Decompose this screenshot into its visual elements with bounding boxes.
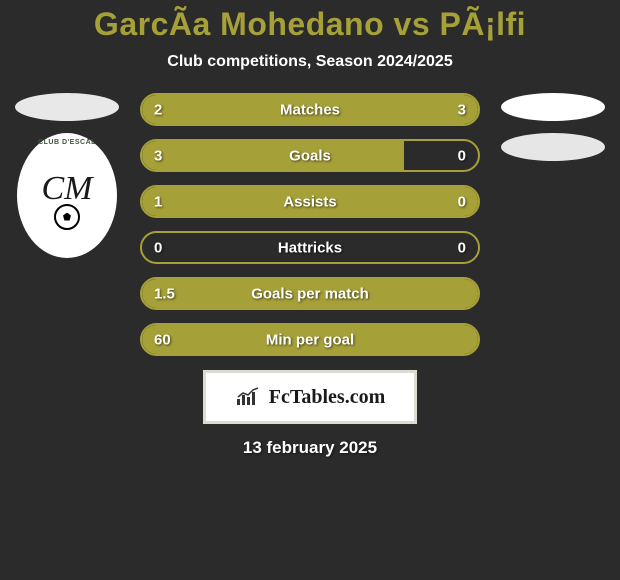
stat-bar: 0 Hattricks 0	[140, 231, 480, 264]
footer-date: 13 february 2025	[0, 438, 620, 458]
stat-value-right: 0	[458, 239, 466, 256]
main-row: CLUB D'ESCAL CM 2 Matches 3 3 Goals 0 1 Assists…	[0, 93, 620, 356]
stat-bar: 1 Assists 0	[140, 185, 480, 218]
stat-value-right: 0	[458, 193, 466, 210]
source-badge: FcTables.com	[203, 370, 417, 424]
player-photo-placeholder-left	[15, 93, 119, 121]
stat-label: Min per goal	[266, 331, 354, 348]
infographic: GarcÃ­a Mohedano vs PÃ¡lfi Club competit…	[0, 0, 620, 458]
soccer-ball-icon	[54, 204, 80, 230]
stat-value-left: 3	[154, 147, 162, 164]
page-subtitle: Club competitions, Season 2024/2025	[0, 53, 620, 71]
club-badge-arc-text: CLUB D'ESCAL	[38, 139, 96, 146]
club-badge-placeholder-right	[501, 133, 605, 161]
stat-value-right: 0	[458, 147, 466, 164]
stat-value-left: 1.5	[154, 285, 175, 302]
stat-value-left: 2	[154, 101, 162, 118]
left-column: CLUB D'ESCAL CM	[12, 93, 122, 258]
stat-label: Goals per match	[251, 285, 369, 302]
stat-value-left: 1	[154, 193, 162, 210]
stat-bar: 1.5 Goals per match	[140, 277, 480, 310]
club-badge-left: CLUB D'ESCAL CM	[17, 133, 117, 258]
stat-bar: 2 Matches 3	[140, 93, 480, 126]
stat-value-left: 60	[154, 331, 171, 348]
stats-bars: 2 Matches 3 3 Goals 0 1 Assists 0 0 Hattricks 0 1.5 G…	[140, 93, 480, 356]
chart-icon	[235, 387, 265, 407]
stat-label: Goals	[289, 147, 331, 164]
stat-bar: 3 Goals 0	[140, 139, 480, 172]
source-brand: FcTables.com	[269, 386, 385, 409]
stat-label: Matches	[280, 101, 340, 118]
stat-bar: 60 Min per goal	[140, 323, 480, 356]
stat-value-right: 3	[458, 101, 466, 118]
stat-label: Assists	[283, 193, 336, 210]
stat-bar-fill-left	[142, 141, 404, 170]
right-column	[498, 93, 608, 161]
page-title: GarcÃ­a Mohedano vs PÃ¡lfi	[0, 6, 620, 43]
stat-label: Hattricks	[278, 239, 342, 256]
stat-value-left: 0	[154, 239, 162, 256]
club-badge-monogram: CM	[42, 170, 93, 208]
player-photo-placeholder-right	[501, 93, 605, 121]
